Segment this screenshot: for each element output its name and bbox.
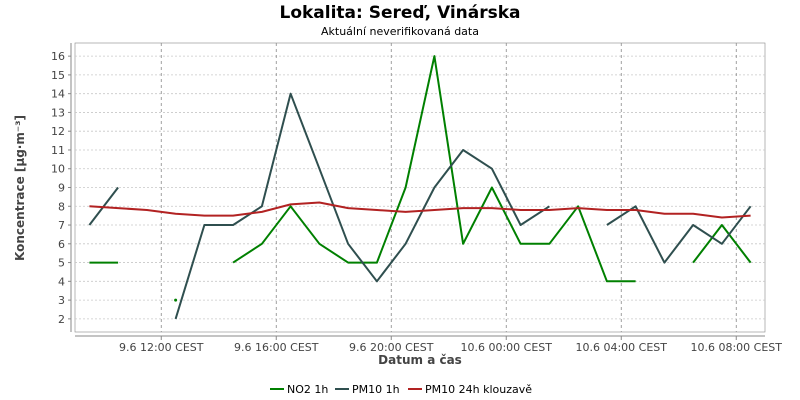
legend: NO2 1h PM10 1h PM10 24h klouzavě [270,383,532,396]
series-line-2 [89,201,751,219]
series-point-0 [174,298,178,302]
series-line-0 [692,224,752,264]
x-tick-label: 10.6 00:00 CEST [460,341,552,354]
y-tick-label: 4 [58,275,65,288]
y-tick-label: 15 [51,69,65,82]
y-tick-label: 11 [51,144,65,157]
x-tick-label: 9.6 20:00 CEST [349,341,434,354]
y-axis: 2 3 4 5 6 7 8 9 10 11 12 13 14 15 16 [51,43,72,332]
y-tick-label: 6 [58,238,65,251]
y-tick-label: 10 [51,163,65,176]
legend-item-label: PM10 1h [352,383,400,396]
y-tick-label: 3 [58,294,65,307]
y-tick-label: 8 [58,200,65,213]
y-tick-label: 14 [51,88,65,101]
y-tick-label: 5 [58,257,65,270]
series-group [88,55,752,320]
x-axis-label: Datum a čas [378,353,462,367]
chart-subtitle: Aktuální neverifikovaná data [321,25,479,38]
x-axis: 9.6 12:00 CEST 9.6 16:00 CEST 9.6 20:00 CE… [75,335,782,354]
y-tick-label: 13 [51,106,65,119]
grid-lines [75,43,765,332]
chart-title: Lokalita: Sereď, Vinárska [279,3,520,23]
legend-item-label: NO2 1h [287,383,328,396]
x-tick-label: 10.6 04:00 CEST [575,341,667,354]
x-tick-label: 9.6 16:00 CEST [234,341,319,354]
x-tick-label: 10.6 08:00 CEST [690,341,782,354]
y-tick-label: 7 [58,219,65,232]
series-line-1 [174,92,550,320]
y-axis-label: Koncentrace [µg·m⁻³] [13,115,27,261]
y-tick-label: 12 [51,125,65,138]
y-tick-label: 2 [58,313,65,326]
series-line-0 [232,55,636,283]
x-tick-label: 9.6 12:00 CEST [119,341,204,354]
y-tick-label: 16 [51,50,65,63]
legend-item-label: PM10 24h klouzavě [425,383,532,396]
y-tick-label: 9 [58,182,65,195]
